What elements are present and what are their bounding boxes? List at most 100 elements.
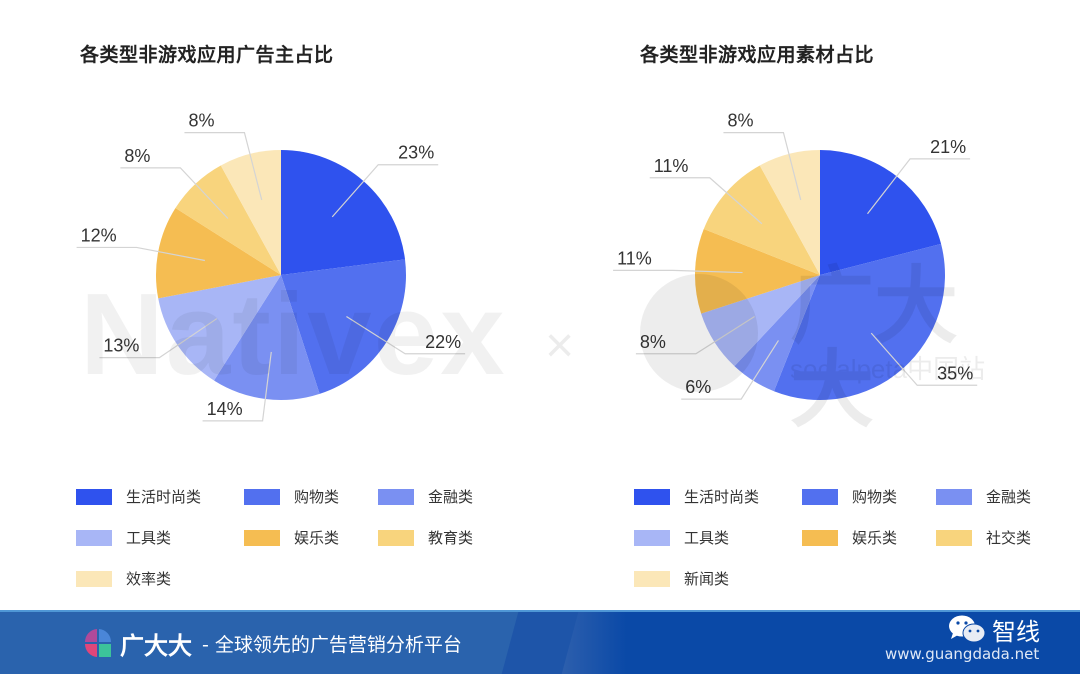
legend-label: 社交类 bbox=[986, 529, 1032, 547]
footer-brand: 广大大 bbox=[120, 632, 192, 660]
slice-percent-label: 11% bbox=[654, 156, 689, 176]
leader-line bbox=[635, 316, 755, 355]
pie-slice bbox=[158, 275, 281, 381]
legend-item: 工具类 bbox=[76, 527, 171, 548]
slice-percent-label: 21% bbox=[930, 137, 966, 157]
legend-label: 娱乐类 bbox=[294, 529, 340, 547]
footer-slant-decoration bbox=[501, 612, 579, 674]
legend-label: 金融类 bbox=[428, 488, 474, 506]
logo-circle-watermark bbox=[640, 274, 758, 392]
pie-slice bbox=[281, 150, 406, 275]
pie-slice bbox=[175, 165, 281, 275]
legend-item: 效率类 bbox=[76, 568, 171, 589]
left-chart-title: 各类型非游戏应用广告主占比 bbox=[80, 44, 334, 66]
slice-percent-label: 8% bbox=[727, 111, 753, 131]
pie-slice bbox=[220, 150, 281, 275]
legend-label: 新闻类 bbox=[684, 570, 730, 588]
leader-line bbox=[120, 167, 229, 219]
leader-line bbox=[867, 158, 971, 215]
left-pie: 23% 22% 14% 13% 12% 8% 8% bbox=[76, 111, 466, 422]
right-pie: 21% 35% 6% 8% 11% 11% 8% bbox=[613, 111, 978, 400]
legend-label: 教育类 bbox=[428, 529, 474, 547]
legend-swatch bbox=[634, 570, 670, 587]
slice-percent-label: 8% bbox=[188, 111, 214, 131]
leader-line bbox=[870, 332, 978, 386]
legend-label: 金融类 bbox=[986, 488, 1032, 506]
slice-percent-label: 14% bbox=[207, 399, 243, 419]
slice-percent-label: 22% bbox=[425, 332, 461, 352]
right-chart-title: 各类型非游戏应用素材占比 bbox=[640, 44, 875, 66]
legend-item: 购物类 bbox=[802, 486, 897, 507]
slice-percent-label: 12% bbox=[81, 225, 117, 245]
legend-label: 工具类 bbox=[684, 529, 730, 547]
wechat-account-name: 智线 bbox=[992, 618, 1040, 646]
legend-label: 购物类 bbox=[294, 488, 340, 506]
legend-item: 新闻类 bbox=[634, 568, 729, 589]
legend-label: 生活时尚类 bbox=[684, 488, 760, 506]
leader-line bbox=[346, 316, 466, 355]
pie-slice bbox=[694, 228, 820, 314]
legend-swatch bbox=[936, 488, 972, 505]
legend-item: 购物类 bbox=[244, 486, 339, 507]
legend-swatch bbox=[802, 529, 838, 546]
legend-swatch bbox=[76, 570, 112, 587]
slice-percent-label: 23% bbox=[398, 143, 434, 163]
wechat-icon bbox=[949, 615, 986, 643]
separator-watermark: × bbox=[545, 317, 575, 373]
legend-label: 购物类 bbox=[852, 488, 898, 506]
slice-percent-label: 8% bbox=[640, 332, 666, 352]
pie-charts: 23% 22% 14% 13% 12% 8% 8% 21% 35% 6% 8% 11% 11% 8% bbox=[76, 111, 978, 422]
leader-line bbox=[76, 246, 205, 262]
watermark-brand: 广大大 bbox=[790, 257, 959, 439]
pie-slice bbox=[281, 259, 407, 394]
legend-label: 生活时尚类 bbox=[126, 488, 202, 506]
legend-swatch bbox=[76, 529, 112, 546]
legend-swatch bbox=[378, 488, 414, 505]
pie-slice bbox=[156, 208, 281, 299]
legend-swatch bbox=[378, 529, 414, 546]
pie-slice bbox=[734, 275, 820, 392]
footer-banner: 广大大 - 全球领先的广告营销分析平台 智线 www.guangdada.net bbox=[0, 610, 1080, 674]
footer-slogan: - 全球领先的广告营销分析平台 bbox=[202, 634, 462, 656]
legend-label: 工具类 bbox=[126, 529, 172, 547]
legend-swatch bbox=[634, 529, 670, 546]
legend-item: 娱乐类 bbox=[244, 527, 339, 548]
watermark-subtitle: socialpeta中国站 bbox=[790, 354, 986, 384]
legend-item: 社交类 bbox=[936, 527, 1031, 548]
legend-item: 金融类 bbox=[378, 486, 473, 507]
guangdada-watermark: 广大大 socialpeta中国站 bbox=[640, 264, 1000, 432]
legend-item: 生活时尚类 bbox=[634, 486, 759, 507]
pie-slice bbox=[773, 243, 945, 400]
legend-swatch bbox=[634, 488, 670, 505]
leader-line bbox=[723, 132, 802, 201]
pie-slice bbox=[701, 275, 820, 367]
pie-slice bbox=[703, 165, 820, 275]
legend-swatch bbox=[76, 488, 112, 505]
legend-item: 生活时尚类 bbox=[76, 486, 201, 507]
legend-label: 娱乐类 bbox=[852, 529, 898, 547]
leader-line bbox=[202, 351, 272, 422]
pie-slice bbox=[820, 150, 942, 275]
legend-item: 金融类 bbox=[936, 486, 1031, 507]
legend-item: 娱乐类 bbox=[802, 527, 897, 548]
leader-line bbox=[331, 164, 439, 218]
legend-swatch bbox=[244, 488, 280, 505]
leader-line bbox=[184, 132, 263, 201]
leader-line bbox=[613, 269, 743, 274]
leader-line bbox=[649, 177, 763, 225]
footer-website-link[interactable]: www.guangdada.net bbox=[885, 645, 1040, 663]
slice-percent-label: 13% bbox=[103, 336, 139, 356]
guangdada-logo-icon bbox=[84, 629, 112, 657]
nativex-watermark: Nativex bbox=[80, 269, 507, 399]
legend-item: 教育类 bbox=[378, 527, 473, 548]
leader-line bbox=[681, 340, 779, 400]
pie-slice bbox=[214, 275, 320, 400]
slice-percent-label: 35% bbox=[937, 363, 973, 383]
leader-line bbox=[99, 318, 218, 359]
legend-swatch bbox=[802, 488, 838, 505]
pie-slice bbox=[759, 150, 820, 275]
slice-percent-label: 6% bbox=[685, 377, 711, 397]
legend-label: 效率类 bbox=[126, 570, 172, 588]
legend-swatch bbox=[244, 529, 280, 546]
legend-swatch bbox=[936, 529, 972, 546]
